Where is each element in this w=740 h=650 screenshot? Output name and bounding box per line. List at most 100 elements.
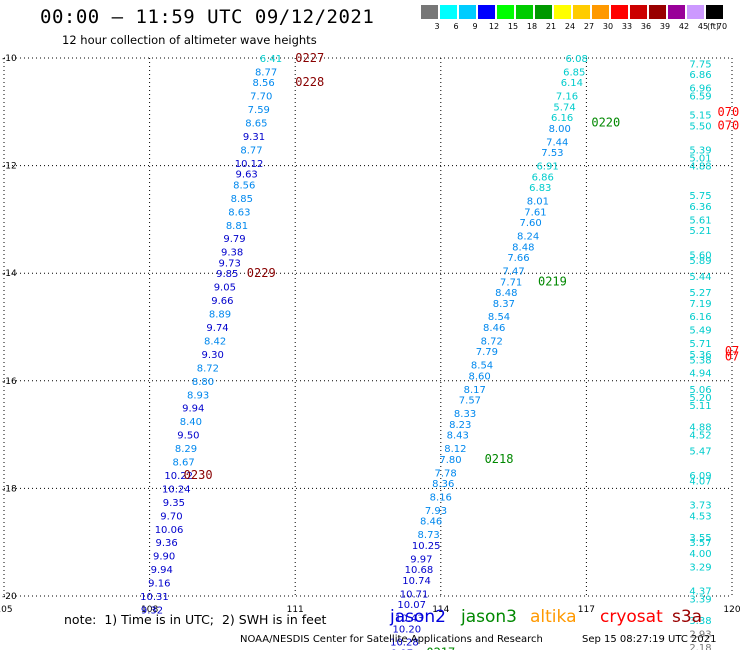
scale-swatch <box>649 5 666 19</box>
wave-height-label: 7.19 <box>689 299 711 310</box>
wave-height-label: 9.35 <box>163 498 185 509</box>
wave-height-label: 7.70 <box>250 92 272 103</box>
wave-height-label: 8.33 <box>454 409 476 420</box>
wave-height-label: 9.70 <box>160 511 182 522</box>
wave-height-label: 6.14 <box>561 78 583 89</box>
wave-height-label: 3.29 <box>689 562 711 573</box>
y-tick-label: -20 <box>2 592 17 602</box>
wave-height-label: 5.20 <box>689 393 711 404</box>
scale-label: 3 <box>434 22 440 31</box>
scale-label: 27 <box>583 22 595 31</box>
scale-label: 42 <box>678 22 690 31</box>
wave-height-label: 7.60 <box>519 218 541 229</box>
scale-swatch <box>497 5 514 19</box>
x-tick-label: 108 <box>141 605 158 615</box>
wave-height-label: 7.47 <box>502 267 524 278</box>
wave-height-label: 10.20 <box>393 624 422 635</box>
wave-height-label: 5.38 <box>689 355 711 366</box>
wave-height-label: 5.39 <box>689 145 711 156</box>
wave-height-label: 2.18 <box>689 643 711 650</box>
time-label: 0709 <box>718 105 740 119</box>
scale-label: 12 <box>488 22 500 31</box>
wave-height-label: 7.59 <box>248 105 270 116</box>
wave-height-label: 8.00 <box>549 124 571 135</box>
time-label: 0228 <box>295 75 324 89</box>
wave-height-label: 5.27 <box>689 288 711 299</box>
y-tick-label: -18 <box>2 484 17 494</box>
wave-height-label: 8.42 <box>204 336 226 347</box>
time-label: 0220 <box>591 116 620 130</box>
wave-height-label: 9.90 <box>153 552 175 563</box>
wave-height-label: 6.16 <box>551 113 573 124</box>
scale-swatch <box>573 5 590 19</box>
wave-height-label: 9.97 <box>410 554 432 565</box>
wave-height-label: 6.08 <box>566 54 588 65</box>
scale-label: 15 <box>507 22 519 31</box>
wave-height-label: 8.16 <box>430 492 452 503</box>
legend-cryosat: cryosat <box>600 607 663 627</box>
wave-height-label: 6.59 <box>689 92 711 103</box>
scale-label: 36 <box>640 22 652 31</box>
x-tick-label: 120 <box>723 605 740 615</box>
wave-height-label: 8.12 <box>444 444 466 455</box>
wave-height-label: 6.09 <box>689 471 711 482</box>
wave-height-label: 8.72 <box>481 336 503 347</box>
wave-height-label: 8.54 <box>488 312 510 323</box>
time-label: 0218 <box>485 452 514 466</box>
legend-jason2: jason2 <box>390 607 446 627</box>
wave-height-label: 5.06 <box>689 385 711 396</box>
wave-height-label: 8.01 <box>527 197 549 208</box>
wave-height-label: 8.65 <box>245 119 267 130</box>
wave-height-label: 8.48 <box>512 242 534 253</box>
wave-height-label: 10.68 <box>405 565 434 576</box>
wave-height-label: 8.37 <box>493 299 515 310</box>
wave-height-label: 8.36 <box>432 479 454 490</box>
scale-label: 18 <box>526 22 538 31</box>
wave-height-label: 8.81 <box>226 221 248 232</box>
scale-label: 24 <box>564 22 576 31</box>
scale-swatch <box>535 5 552 19</box>
wave-height-label: 4.00 <box>689 549 711 560</box>
wave-height-label: 6.86 <box>689 70 711 81</box>
scale-swatch <box>478 5 495 19</box>
wave-height-label: 9.32 <box>141 605 163 616</box>
wave-height-label: 5.49 <box>689 326 711 337</box>
wave-height-label: 9.05 <box>214 283 236 294</box>
wave-height-label: 4.88 <box>689 423 711 434</box>
chart-title: 00:00 – 11:59 UTC 09/12/2021 <box>40 6 375 28</box>
time-label: 0217 <box>426 645 455 650</box>
scale-swatch <box>668 5 685 19</box>
credit-line: NOAA/NESDIS Center for Satellite Applica… <box>240 634 543 645</box>
wave-height-label: 9.50 <box>177 431 199 442</box>
wave-height-label: 8.23 <box>449 420 471 431</box>
wave-height-label: 8.60 <box>468 371 490 382</box>
wave-height-label: 4.94 <box>689 369 711 380</box>
wave-height-label: 10.06 <box>155 525 184 536</box>
color-scale-unit: (ft) <box>707 22 720 31</box>
wave-height-label: 5.75 <box>689 191 711 202</box>
wave-height-label: 5.89 <box>689 256 711 267</box>
wave-height-label: 8.29 <box>175 444 197 455</box>
wave-height-label: 9.85 <box>216 269 238 280</box>
wave-height-label: 7.53 <box>541 148 563 159</box>
time-label: 0227 <box>295 51 324 65</box>
wave-height-label: 7.57 <box>459 396 481 407</box>
wave-height-label: 8.40 <box>180 417 202 428</box>
wave-height-label: 10.22 <box>164 471 193 482</box>
wave-height-label: 9.63 <box>236 170 258 181</box>
wave-height-label: 8.56 <box>253 78 275 89</box>
wave-height-label: 9.94 <box>151 565 173 576</box>
wave-height-label: 10.43 <box>395 614 424 625</box>
wave-height-label: 8.67 <box>172 458 194 469</box>
wave-height-label: 8.93 <box>187 390 209 401</box>
scale-swatch <box>554 5 571 19</box>
wave-height-label: 5.74 <box>553 102 575 113</box>
scale-swatch <box>421 5 438 19</box>
time-label: 0709 <box>718 118 740 132</box>
wave-height-label: 5.44 <box>689 272 711 283</box>
wave-height-label: 9.30 <box>202 350 224 361</box>
wave-height-label: 10.25 <box>412 541 441 552</box>
wave-height-label: 5.01 <box>689 154 711 165</box>
wave-height-label: 5.50 <box>689 121 711 132</box>
time-label: 0708 <box>725 350 740 364</box>
